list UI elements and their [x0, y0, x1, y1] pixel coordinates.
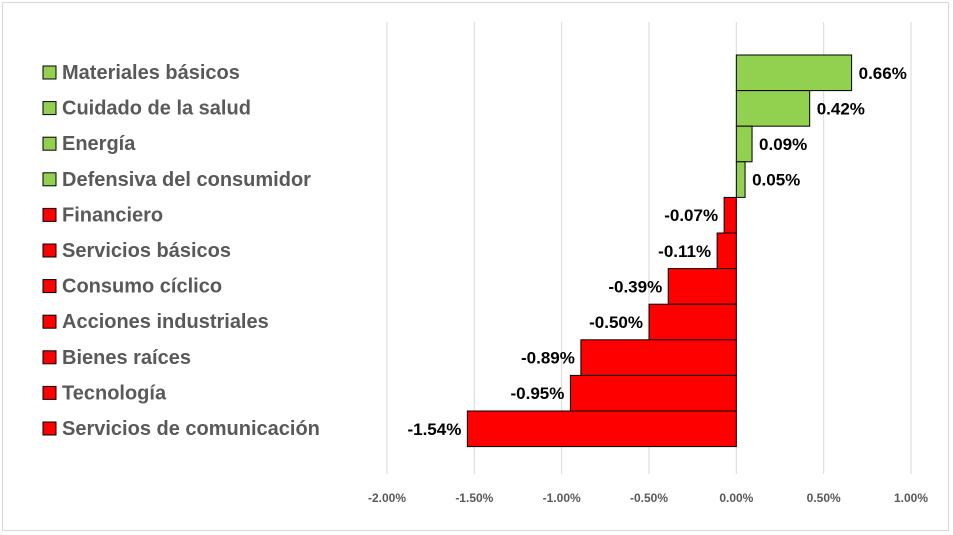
legend-label: Servicios de comunicación — [62, 418, 320, 440]
x-tick-label: 1.00% — [894, 491, 928, 505]
x-tick-label: -1.00% — [543, 491, 581, 505]
data-label: -1.54% — [407, 420, 461, 439]
x-tick-label: -1.50% — [455, 491, 493, 505]
x-tick-label: -2.00% — [368, 491, 406, 505]
bar — [667, 268, 737, 305]
data-label: 0.66% — [859, 64, 907, 83]
legend-label: Acciones industriales — [62, 311, 269, 333]
legend-label: Servicios básicos — [62, 240, 231, 262]
bar — [735, 161, 746, 198]
bar — [569, 374, 737, 412]
data-label: -0.95% — [511, 384, 565, 403]
legend-swatch — [42, 243, 57, 258]
bar — [735, 54, 853, 92]
bar — [466, 410, 737, 448]
data-label: -0.89% — [521, 349, 575, 368]
legend-label: Materiales básicos — [62, 62, 240, 84]
data-label: 0.09% — [759, 135, 807, 154]
data-label: -0.07% — [664, 206, 718, 225]
legend-label: Energía — [62, 133, 136, 155]
legend-swatch — [42, 172, 57, 187]
bar — [648, 303, 737, 341]
legend-label: Defensiva del consumidor — [62, 169, 311, 191]
legend-swatch — [42, 385, 57, 400]
legend-swatch — [42, 136, 57, 151]
bar — [580, 339, 737, 376]
x-tick-label: -0.50% — [630, 491, 668, 505]
bar — [716, 232, 737, 270]
bar — [735, 125, 753, 163]
legend-swatch — [42, 314, 57, 329]
x-tick-label: 0.00% — [719, 491, 753, 505]
legend-label: Bienes raíces — [62, 347, 191, 369]
legend-swatch — [42, 421, 57, 436]
legend-label: Financiero — [62, 204, 163, 226]
x-tick-label: 0.50% — [807, 491, 841, 505]
bar — [723, 196, 737, 234]
legend-swatch — [42, 101, 57, 116]
data-label: -0.11% — [658, 242, 711, 261]
legend-label: Tecnología — [62, 382, 167, 404]
data-label: 0.42% — [817, 99, 865, 118]
legend-label: Cuidado de la salud — [62, 98, 251, 120]
legend-swatch — [42, 350, 57, 365]
data-label: 0.05% — [752, 171, 800, 190]
data-label: -0.39% — [608, 277, 662, 296]
bar — [735, 90, 811, 127]
legend-swatch — [42, 279, 57, 294]
data-label: -0.50% — [589, 313, 643, 332]
legend-swatch — [42, 65, 57, 80]
legend-swatch — [42, 207, 57, 222]
legend-label: Consumo cíclico — [62, 276, 222, 298]
